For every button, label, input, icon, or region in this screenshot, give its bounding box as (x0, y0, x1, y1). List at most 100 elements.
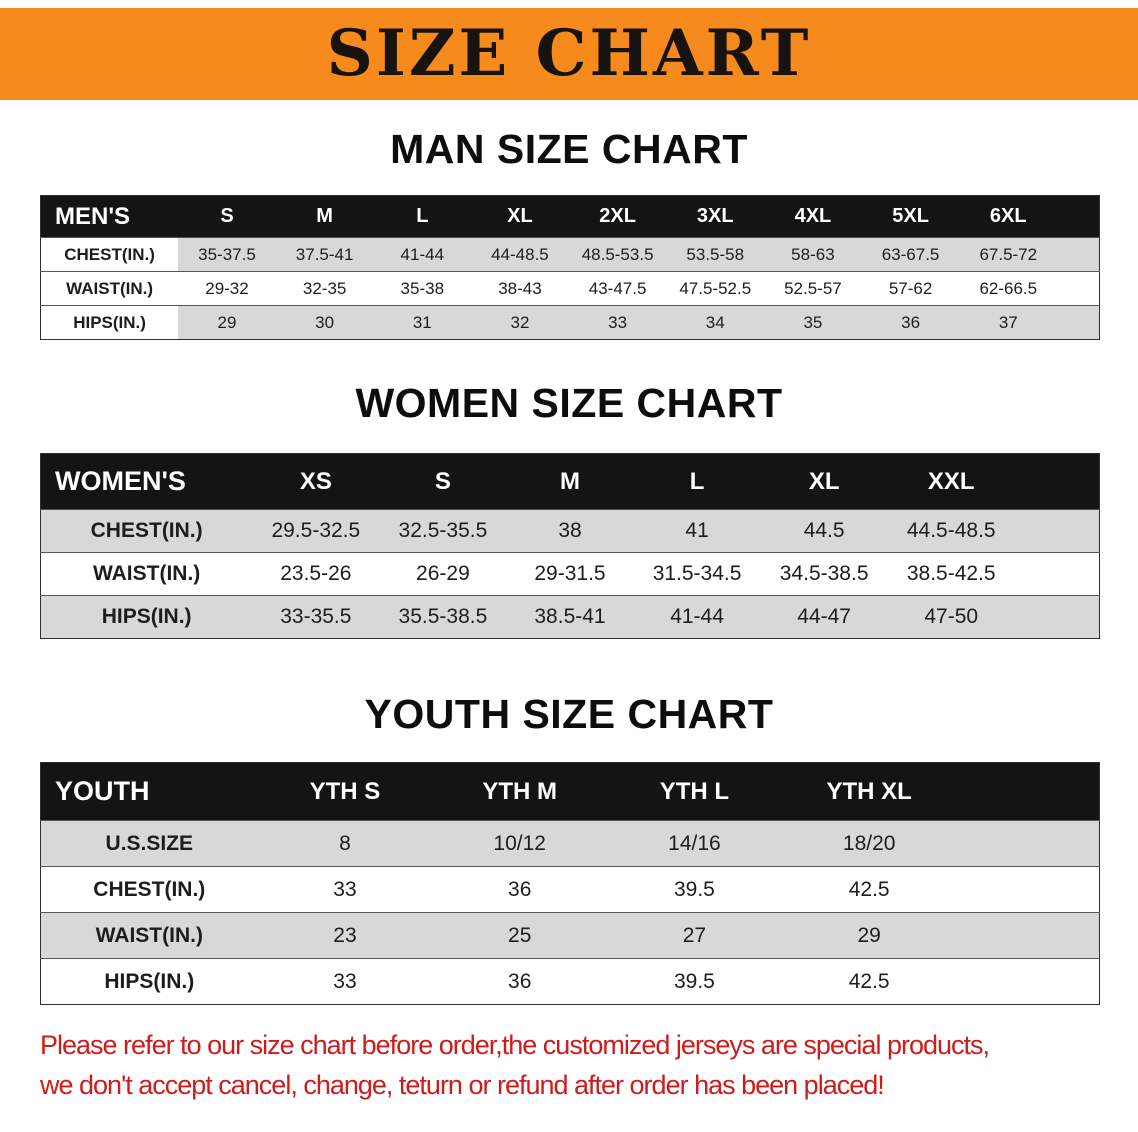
disclaimer-line-1: Please refer to our size chart before or… (40, 1030, 990, 1060)
measure-value-cell: 47-50 (887, 595, 1015, 639)
measure-value-cell: 33 (257, 866, 433, 913)
size-header-cell: L (373, 195, 472, 238)
size-header-cell: L (633, 453, 761, 510)
measure-value-cell: 36 (432, 866, 608, 913)
measure-row-label: HIPS(IN.) (40, 305, 179, 340)
measure-value-cell: 38-43 (471, 271, 569, 306)
measure-value-cell: 52.5-57 (764, 271, 862, 306)
measure-value-cell: 44-47 (760, 595, 888, 639)
measure-value-cell: 10/12 (432, 820, 608, 867)
measure-value-cell: 37 (959, 305, 1058, 340)
size-header-cell: 5XL (861, 195, 960, 238)
measure-row: WAIST(IN.) 23 25 27 29 (40, 912, 1100, 959)
measure-row-label: HIPS(IN.) (40, 958, 258, 1005)
spacer-cell (1057, 305, 1100, 340)
size-header-cell: 6XL (959, 195, 1058, 238)
measure-value-cell: 44-48.5 (471, 237, 569, 272)
measure-value-cell: 8 (257, 820, 433, 867)
measure-value-cell: 27 (607, 912, 782, 959)
measure-row: CHEST(IN.) 33 36 39.5 42.5 (40, 866, 1100, 913)
measure-value-cell: 29 (781, 912, 957, 959)
header-row: MEN'S S M L XL 2XL 3XL 4XL 5XL 6XL (40, 195, 1100, 238)
women-section-heading: WOMEN SIZE CHART (355, 380, 783, 426)
header-row: YOUTH YTH S YTH M YTH L YTH XL (40, 762, 1100, 821)
measure-row: U.S.SIZE 8 10/12 14/16 18/20 (40, 820, 1100, 867)
measure-value-cell: 34 (666, 305, 765, 340)
spacer-cell (956, 958, 1100, 1005)
size-header-cell: M (506, 453, 634, 510)
measure-value-cell: 29-31.5 (506, 552, 634, 596)
measure-value-cell: 33 (568, 305, 667, 340)
measure-row: HIPS(IN.) 33-35.5 35.5-38.5 38.5-41 41-44 44-… (40, 595, 1100, 639)
measure-row-label: U.S.SIZE (40, 820, 258, 867)
measure-value-cell: 35 (764, 305, 862, 340)
measure-value-cell: 26-29 (379, 552, 507, 596)
spacer-cell (1014, 453, 1100, 510)
measure-value-cell: 43-47.5 (568, 271, 667, 306)
measure-row-label: CHEST(IN.) (40, 509, 253, 553)
measure-value-cell: 63-67.5 (861, 237, 960, 272)
size-chart-banner: SIZE CHART (0, 8, 1138, 100)
spacer-cell (1014, 595, 1100, 639)
measure-row-label: CHEST(IN.) (40, 237, 179, 272)
measure-value-cell: 53.5-58 (666, 237, 765, 272)
measure-value-cell: 25 (432, 912, 608, 959)
measure-value-cell: 32 (471, 305, 569, 340)
measure-row-label: WAIST(IN.) (40, 271, 179, 306)
size-header-cell: S (178, 195, 276, 238)
size-header-cell: XL (760, 453, 888, 510)
men-section-heading: MAN SIZE CHART (390, 126, 748, 172)
size-header-cell: S (379, 453, 507, 510)
spacer-cell (956, 820, 1100, 867)
measure-value-cell: 32-35 (275, 271, 374, 306)
measure-row: WAIST(IN.) 29-32 32-35 35-38 38-43 43-47.5 47.… (40, 271, 1100, 306)
measure-value-cell: 41 (633, 509, 761, 553)
measure-value-cell: 34.5-38.5 (760, 552, 888, 596)
measure-value-cell: 30 (275, 305, 374, 340)
table-title-cell: YOUTH (40, 762, 258, 821)
measure-value-cell: 58-63 (764, 237, 862, 272)
women-size-chart-section: WOMEN SIZE CHART WOMEN'S XS S M L XL XXL CHEST(… (0, 380, 1138, 639)
measure-value-cell: 41-44 (373, 237, 472, 272)
header-row: WOMEN'S XS S M L XL XXL (40, 453, 1100, 510)
spacer-cell (1057, 271, 1100, 306)
spacer-cell (956, 762, 1100, 821)
men-size-table: MEN'S S M L XL 2XL 3XL 4XL 5XL 6XL CHEST(IN.) 35-37… (40, 195, 1100, 340)
measure-value-cell: 67.5-72 (959, 237, 1058, 272)
measure-value-cell: 47.5-52.5 (666, 271, 765, 306)
disclaimer-line-2: we don't accept cancel, change, teturn o… (40, 1070, 885, 1100)
measure-value-cell: 18/20 (781, 820, 957, 867)
spacer-cell (956, 866, 1100, 913)
spacer-cell (1014, 509, 1100, 553)
spacer-cell (956, 912, 1100, 959)
men-size-chart-section: MAN SIZE CHART MEN'S S M L XL 2XL 3XL 4XL 5XL 6XL… (0, 126, 1138, 340)
measure-value-cell: 37.5-41 (275, 237, 374, 272)
measure-value-cell: 35.5-38.5 (379, 595, 507, 639)
measure-row: CHEST(IN.) 35-37.5 37.5-41 41-44 44-48.5 48.5… (40, 237, 1100, 272)
measure-row-label: WAIST(IN.) (40, 912, 258, 959)
measure-value-cell: 23 (257, 912, 433, 959)
measure-value-cell: 42.5 (781, 866, 957, 913)
measure-row: HIPS(IN.) 29 30 31 32 33 34 35 36 37 (40, 305, 1100, 340)
measure-row: CHEST(IN.) 29.5-32.5 32.5-35.5 38 41 44.5 44.5… (40, 509, 1100, 553)
size-header-cell: YTH L (607, 762, 782, 821)
measure-value-cell: 44.5-48.5 (887, 509, 1015, 553)
spacer-cell (1057, 237, 1100, 272)
measure-row-label: HIPS(IN.) (40, 595, 253, 639)
size-header-cell: YTH S (257, 762, 433, 821)
women-size-table: WOMEN'S XS S M L XL XXL CHEST(IN.) 29.5-32.5 32.5… (40, 453, 1100, 639)
size-header-cell: 3XL (666, 195, 765, 238)
measure-value-cell: 23.5-26 (252, 552, 380, 596)
table-title-cell: MEN'S (40, 195, 179, 238)
measure-value-cell: 38.5-41 (506, 595, 634, 639)
youth-size-chart-section: YOUTH SIZE CHART YOUTH YTH S YTH M YTH L YTH… (0, 691, 1138, 1005)
size-header-cell: XL (471, 195, 569, 238)
measure-value-cell: 33-35.5 (252, 595, 380, 639)
measure-value-cell: 62-66.5 (959, 271, 1058, 306)
measure-value-cell: 29.5-32.5 (252, 509, 380, 553)
disclaimer: Please refer to our size chart before or… (40, 1025, 1118, 1105)
measure-value-cell: 38 (506, 509, 634, 553)
youth-section-heading: YOUTH SIZE CHART (364, 691, 774, 737)
measure-value-cell: 31.5-34.5 (633, 552, 761, 596)
